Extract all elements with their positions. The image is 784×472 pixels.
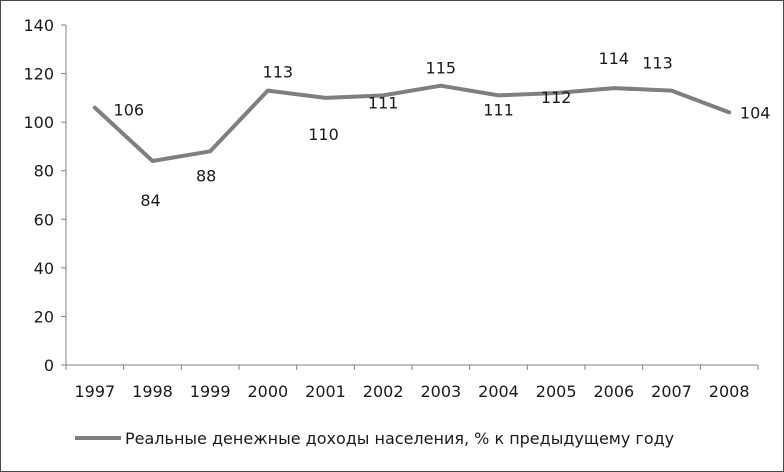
data-label: 110 (308, 125, 339, 144)
y-tick-label: 80 (34, 162, 54, 181)
y-axis-ticks: 0 20 40 60 80 100 120 140 (23, 16, 66, 375)
legend-label: Реальные денежные доходы населения, % к … (125, 429, 674, 448)
x-tick-label: 1998 (132, 382, 173, 401)
y-tick-label: 20 (34, 307, 54, 326)
y-tick-label: 0 (44, 356, 54, 375)
x-axis-ticks: 1997 1998 1999 2000 2001 2002 2003 2004 2005 2006… (65, 365, 759, 401)
y-tick-label: 120 (23, 65, 54, 84)
data-label: 84 (140, 191, 160, 210)
data-label: 111 (368, 93, 399, 112)
data-label: 113 (642, 54, 673, 73)
series-group (92, 83, 732, 163)
x-tick-label: 2008 (709, 382, 750, 401)
data-label: 106 (114, 101, 145, 120)
y-tick-label: 140 (23, 16, 54, 35)
x-tick-label: 2003 (420, 382, 461, 401)
y-tick-label: 40 (34, 259, 54, 278)
x-tick-label: 2007 (651, 382, 692, 401)
legend: Реальные денежные доходы населения, % к … (75, 429, 674, 448)
x-tick-label: 2004 (478, 382, 519, 401)
data-label: 111 (483, 100, 514, 119)
x-tick-label: 2002 (363, 382, 404, 401)
data-label: 113 (263, 63, 294, 82)
x-tick-label: 2000 (247, 382, 288, 401)
y-tick-label: 100 (23, 113, 54, 132)
axes (65, 25, 758, 366)
x-tick-label: 1997 (74, 382, 115, 401)
x-tick-label: 1999 (190, 382, 231, 401)
y-tick-label: 60 (34, 210, 54, 229)
x-tick-label: 2005 (536, 382, 577, 401)
data-label: 112 (541, 88, 572, 107)
x-tick-label: 2001 (305, 382, 346, 401)
data-label: 104 (740, 103, 771, 122)
data-label: 114 (599, 49, 630, 68)
series-line (92, 83, 732, 163)
data-label: 115 (426, 59, 457, 78)
data-labels: 106 84 88 113 110 111 115 111 112 114 113 104 (114, 49, 771, 210)
x-tick-label: 2006 (593, 382, 634, 401)
data-label: 88 (196, 166, 216, 185)
